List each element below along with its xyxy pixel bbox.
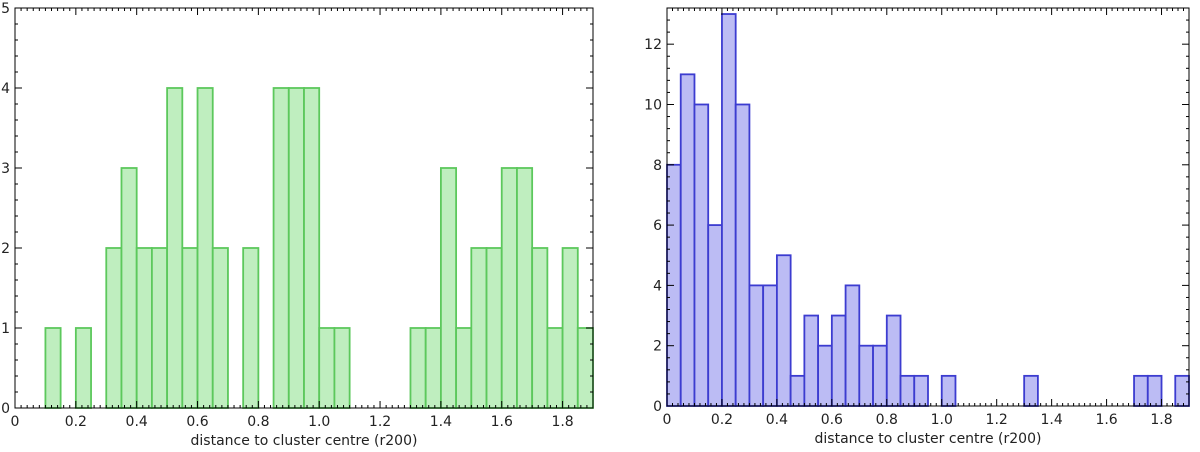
- histogram-bar: [1023, 374, 1039, 407]
- histogram-bar: [748, 284, 765, 407]
- histogram-bar: [885, 314, 902, 407]
- y-tick-label: 0: [1, 401, 10, 417]
- y-tick-label: 6: [653, 218, 662, 234]
- histogram-bar: [135, 247, 153, 409]
- x-tick-label: 1.8: [551, 414, 573, 430]
- plot-frame: [666, 7, 1190, 407]
- histogram-bar: [470, 247, 488, 409]
- x-tick-label: 1.4: [430, 414, 452, 430]
- y-tick-label: 1: [1, 321, 10, 337]
- x-tick-label: 0.2: [65, 414, 87, 430]
- histogram-bar: [150, 247, 169, 409]
- plot-frame: [14, 7, 594, 409]
- x-tick-label: 0.4: [766, 412, 788, 428]
- y-tick-label: 2: [1, 241, 10, 257]
- histogram-bar: [1174, 374, 1190, 407]
- histogram-bar: [120, 167, 138, 409]
- y-tick-label: 12: [644, 37, 662, 53]
- histogram-bar: [409, 327, 427, 409]
- histogram-bar: [211, 247, 229, 409]
- histogram-bar: [830, 314, 847, 407]
- y-tick-label: 2: [653, 339, 662, 355]
- histogram-bar: [899, 374, 916, 407]
- histogram-bar: [455, 327, 473, 409]
- x-tick-label: 0.8: [876, 412, 898, 428]
- histogram-bar: [858, 344, 874, 407]
- x-tick-label: 1.8: [1150, 412, 1172, 428]
- histogram-bar: [318, 327, 336, 409]
- histogram-bar: [303, 87, 321, 409]
- histogram-bar: [734, 103, 751, 407]
- histogram-bar: [576, 327, 594, 409]
- x-tick-label: 1.2: [986, 412, 1008, 428]
- histogram-bar: [775, 254, 792, 407]
- histogram-bar: [166, 87, 184, 409]
- histogram-bar: [196, 87, 214, 409]
- x-tick-label: 1.0: [308, 414, 330, 430]
- histogram-bar: [74, 327, 92, 409]
- x-tick-label: 1.2: [369, 414, 391, 430]
- histogram-bar: [272, 87, 290, 409]
- y-tick-label: 0: [653, 399, 662, 415]
- histogram-bar: [940, 374, 957, 407]
- x-tick-label: 0.6: [186, 414, 208, 430]
- x-tick-label: 0: [11, 414, 20, 430]
- histogram-bar: [561, 247, 579, 409]
- x-tick-label: 0: [663, 412, 672, 428]
- x-axis-label: distance to cluster centre (r200): [815, 431, 1042, 447]
- histogram-bar: [242, 247, 260, 409]
- histogram-bar: [803, 314, 820, 407]
- histogram-bar: [105, 247, 123, 409]
- histogram-bar: [872, 344, 888, 407]
- x-tick-label: 1.6: [491, 414, 513, 430]
- y-tick-label: 3: [1, 161, 10, 177]
- histogram-bar: [424, 327, 442, 409]
- histogram-bar: [500, 167, 518, 409]
- histogram-bar: [721, 13, 737, 407]
- y-tick-label: 8: [653, 158, 662, 174]
- histogram-bar: [844, 284, 861, 407]
- y-tick-label: 4: [1, 81, 10, 97]
- histogram-bar: [333, 327, 351, 409]
- histogram-bar: [762, 284, 778, 407]
- x-axis-label: distance to cluster centre (r200): [191, 433, 418, 449]
- right-histogram-panel: 0 0.2 0.4 0.6 0.8 1.0 1.2 1.4 1.6 1.8 0 2 4 6 8 10 12 dis…: [644, 7, 1190, 447]
- y-tick-label: 10: [644, 97, 662, 113]
- histogram-bar: [181, 247, 199, 409]
- histogram-bar: [439, 167, 458, 409]
- x-tick-label: 0.2: [711, 412, 733, 428]
- histogram-bar: [679, 73, 696, 407]
- x-tick-label: 1.6: [1095, 412, 1117, 428]
- histogram-bar: [707, 224, 723, 407]
- histogram-bar: [546, 327, 564, 409]
- left-histogram-panel: 0 0.2 0.4 0.6 0.8 1.0 1.2 1.4 1.6 1.8 0 1 2 3 4 5 distan…: [1, 1, 594, 449]
- histogram-bar: [516, 167, 534, 409]
- x-tick-label: 0.6: [821, 412, 843, 428]
- histogram-bar: [485, 247, 503, 409]
- x-tick-label: 1.0: [931, 412, 953, 428]
- histogram-bar: [817, 344, 833, 407]
- x-tick-label: 0.4: [126, 414, 148, 430]
- histogram-bar: [44, 327, 62, 409]
- x-tick-label: 1.4: [1040, 412, 1062, 428]
- x-tick-label: 0.8: [247, 414, 269, 430]
- histogram-bar: [287, 87, 305, 409]
- histogram-bar: [693, 103, 710, 407]
- histogram-bar: [531, 247, 549, 409]
- histogram-bar: [789, 374, 806, 407]
- y-tick-label: 4: [653, 278, 662, 294]
- histogram-bar: [1146, 374, 1163, 407]
- histogram-bar: [1133, 374, 1149, 407]
- histogram-bar: [913, 374, 929, 407]
- y-tick-label: 5: [1, 1, 10, 17]
